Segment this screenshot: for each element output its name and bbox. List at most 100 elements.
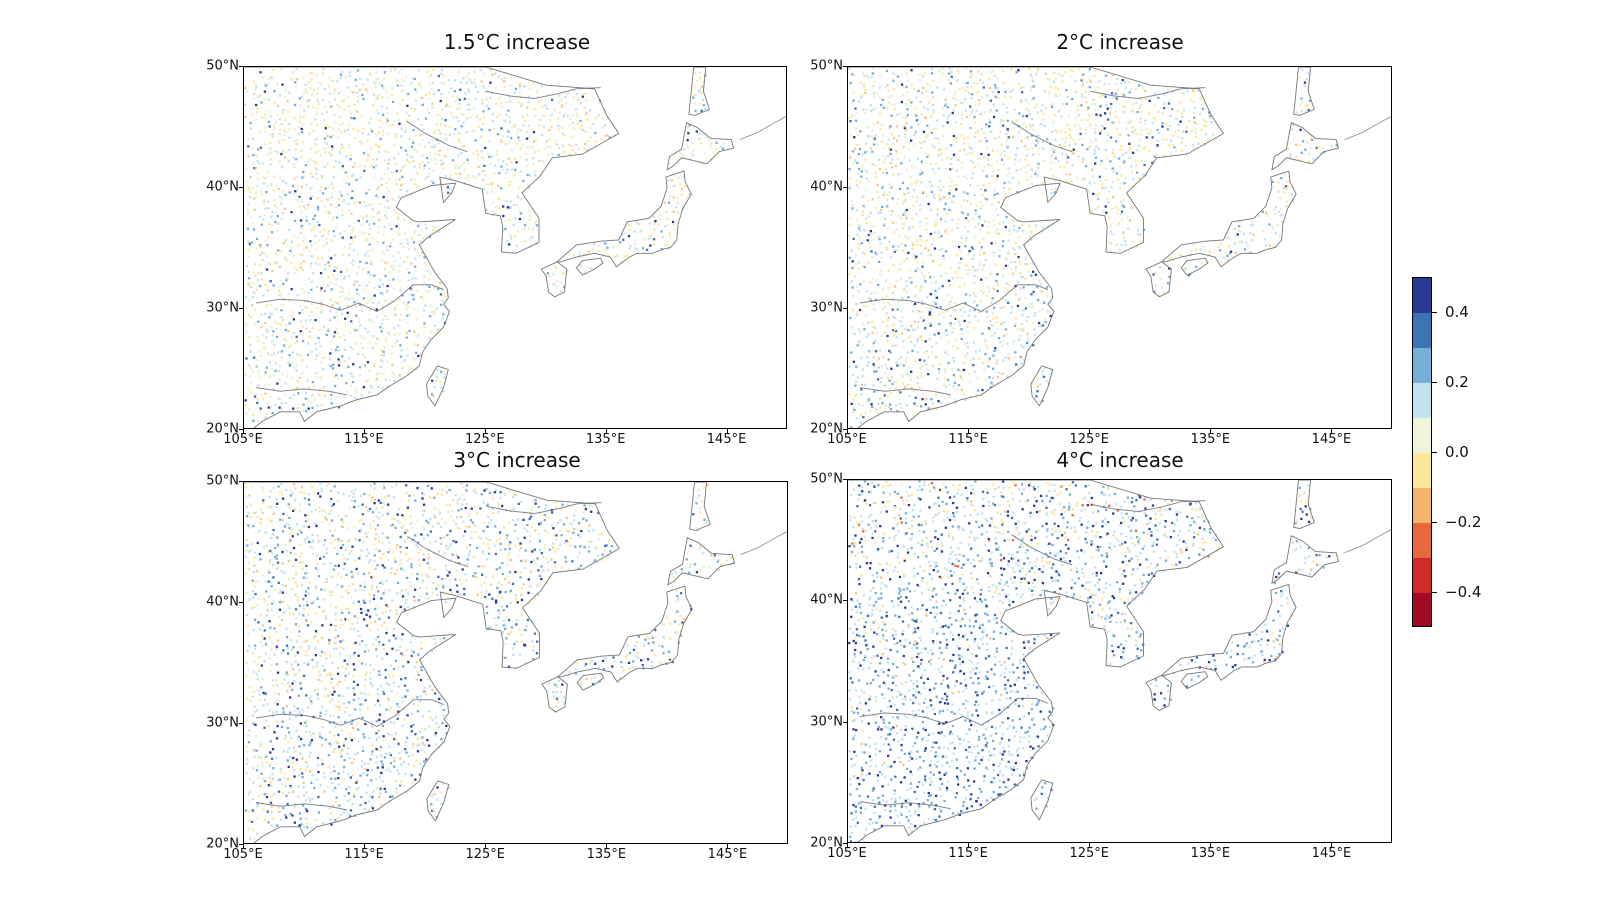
value-cell xyxy=(1192,89,1195,92)
value-cell xyxy=(368,369,371,373)
value-cell xyxy=(440,370,443,373)
value-cell xyxy=(399,289,402,292)
value-cell xyxy=(1038,279,1041,282)
value-cell xyxy=(354,235,357,238)
value-cell xyxy=(322,356,325,359)
value-cell xyxy=(848,256,851,259)
value-cell xyxy=(698,88,701,91)
value-cell xyxy=(245,264,248,268)
value-cell xyxy=(914,294,917,298)
value-cell xyxy=(366,220,369,223)
value-cell xyxy=(271,210,274,214)
value-cell xyxy=(1295,111,1298,114)
value-cell xyxy=(929,253,933,257)
value-cell xyxy=(427,161,430,164)
value-cell xyxy=(1163,106,1166,110)
value-cell xyxy=(320,404,323,407)
value-cell xyxy=(1050,105,1053,108)
value-cell xyxy=(382,318,385,322)
value-cell xyxy=(377,218,381,222)
value-cell xyxy=(993,189,996,192)
value-cell xyxy=(1108,112,1112,115)
value-cell xyxy=(947,72,951,75)
value-cell xyxy=(1072,70,1075,73)
value-cell xyxy=(983,165,986,168)
value-cell xyxy=(919,335,922,338)
value-cell xyxy=(263,780,267,783)
value-cell xyxy=(1036,385,1039,388)
value-cell xyxy=(250,820,254,823)
value-cell xyxy=(394,341,397,344)
value-cell xyxy=(446,186,449,189)
value-cell xyxy=(863,75,866,78)
value-cell xyxy=(926,82,929,85)
value-cell xyxy=(1121,78,1124,82)
value-cell xyxy=(326,198,329,201)
value-cell xyxy=(899,112,902,115)
value-cell xyxy=(892,329,895,332)
value-cell xyxy=(1295,143,1298,146)
value-cell xyxy=(920,160,923,163)
value-cell xyxy=(1045,379,1048,382)
value-cell xyxy=(479,68,482,72)
value-cell xyxy=(269,114,272,118)
value-cell xyxy=(361,232,364,235)
value-cell xyxy=(593,144,596,148)
value-cell xyxy=(415,351,418,355)
value-cell xyxy=(327,276,330,279)
value-cell xyxy=(247,283,250,286)
value-cell xyxy=(353,162,357,165)
value-cell xyxy=(575,108,578,111)
value-cell xyxy=(963,310,966,314)
value-cell xyxy=(422,325,426,329)
value-cell xyxy=(903,193,906,196)
value-cell xyxy=(406,256,409,259)
value-cell xyxy=(545,140,548,143)
value-cell xyxy=(1099,132,1102,135)
value-cell xyxy=(889,387,892,390)
value-cell xyxy=(327,85,331,88)
value-cell xyxy=(953,309,957,312)
value-cell xyxy=(966,213,970,216)
value-cell xyxy=(497,158,500,162)
value-cell xyxy=(283,773,286,776)
value-cell xyxy=(910,84,913,87)
value-cell xyxy=(528,214,532,218)
value-cell xyxy=(345,182,348,185)
value-cell xyxy=(490,92,494,95)
value-cell xyxy=(1064,131,1067,134)
value-cell xyxy=(263,637,266,640)
value-cell xyxy=(1169,124,1172,127)
value-cell xyxy=(1049,85,1053,88)
value-cell xyxy=(366,78,369,81)
value-cell xyxy=(294,581,297,584)
value-cell xyxy=(557,146,561,150)
value-cell xyxy=(275,737,279,740)
value-cell xyxy=(857,100,860,103)
value-cell xyxy=(1117,178,1120,181)
value-cell xyxy=(1066,95,1069,99)
value-cell xyxy=(400,84,403,87)
value-cell xyxy=(299,266,302,269)
value-cell xyxy=(433,131,436,135)
value-cell xyxy=(381,96,384,99)
value-cell xyxy=(1208,115,1212,118)
value-cell xyxy=(368,73,371,76)
value-cell xyxy=(891,103,894,106)
value-cell xyxy=(277,322,280,325)
value-cell xyxy=(852,237,855,241)
value-cell xyxy=(1130,206,1133,209)
value-cell xyxy=(1050,192,1053,195)
value-cell xyxy=(1020,362,1023,365)
value-cell xyxy=(992,115,996,119)
value-cell xyxy=(333,265,336,268)
value-cell xyxy=(543,147,546,150)
value-cell xyxy=(442,167,445,170)
value-cell xyxy=(566,92,569,95)
value-cell xyxy=(268,495,271,499)
value-cell xyxy=(247,511,250,514)
value-cell xyxy=(897,357,900,360)
value-cell xyxy=(286,277,289,280)
value-cell xyxy=(318,395,321,398)
value-cell xyxy=(1021,314,1024,317)
